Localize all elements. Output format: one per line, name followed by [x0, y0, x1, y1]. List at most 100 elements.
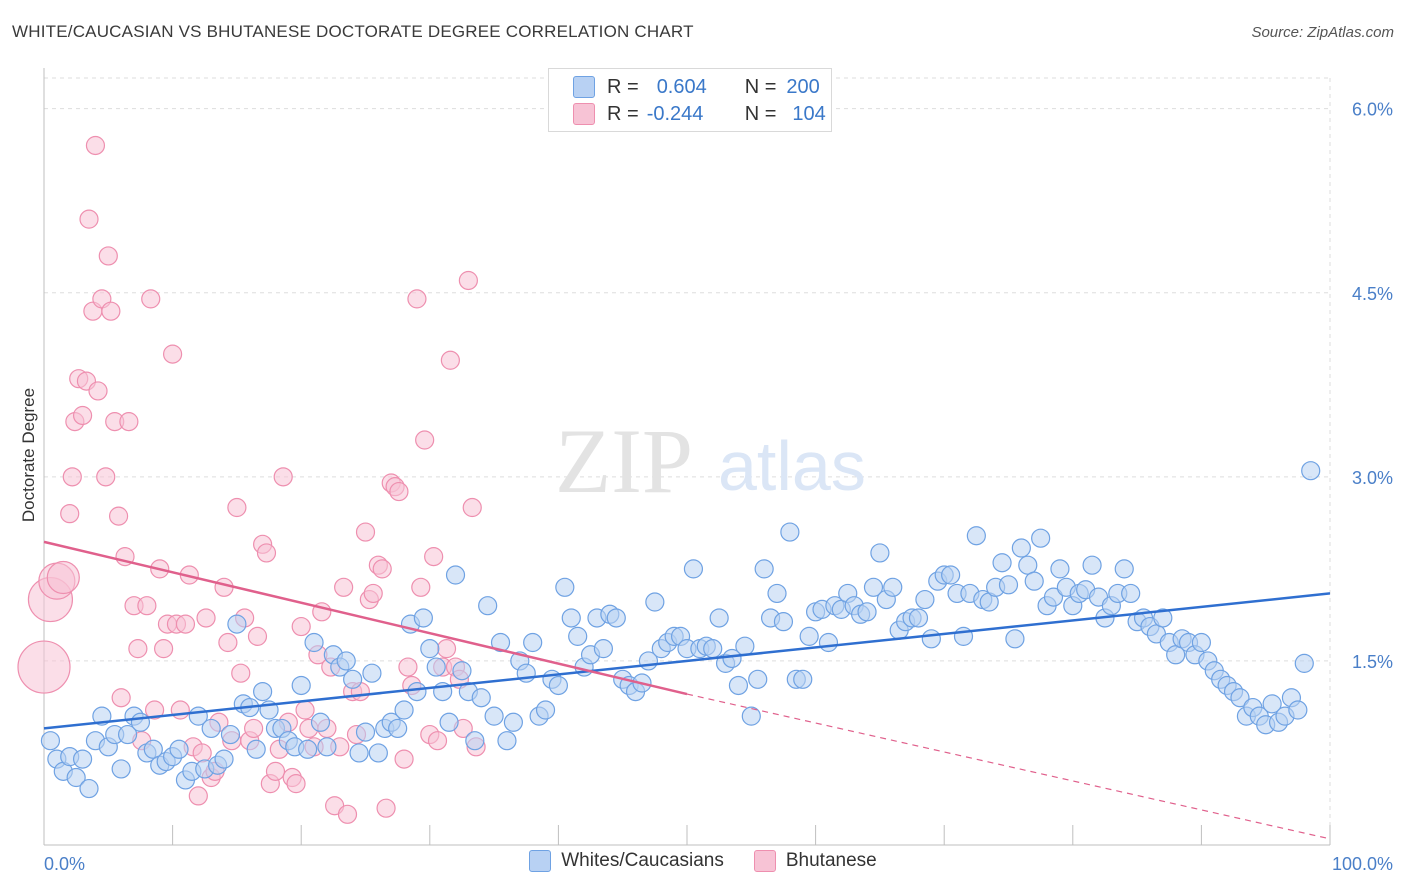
white-point	[1294, 653, 1314, 673]
bhutanese-point	[462, 497, 482, 518]
n-value: 104	[792, 102, 826, 125]
white-point	[1011, 538, 1031, 558]
white-point	[362, 663, 382, 683]
bhutanese-point	[247, 626, 268, 646]
white-point	[741, 706, 761, 726]
white-point	[111, 759, 131, 779]
white-point	[780, 522, 800, 542]
white-point	[921, 629, 941, 649]
white-point	[1153, 608, 1173, 628]
trend-lines	[43, 540, 1331, 840]
white-swatch	[529, 850, 552, 872]
stats-row-bhutanese: R = -0.244 N = 104	[573, 101, 826, 127]
bhutanese-point	[389, 481, 409, 502]
white-point	[336, 651, 356, 671]
white-point	[478, 596, 498, 616]
white-point	[130, 712, 151, 732]
bhutanese-point	[88, 381, 108, 401]
bhutanese-point	[363, 583, 383, 604]
bhutanese-point	[334, 577, 354, 597]
bhutanese-point	[376, 798, 396, 818]
white-point	[317, 737, 337, 757]
bhutanese-point	[227, 497, 247, 518]
white-point	[1262, 694, 1282, 714]
y-tick-label: 6.0%	[1352, 100, 1393, 120]
white-point	[728, 675, 749, 696]
bhutanese-trend-line	[43, 540, 688, 696]
white-point	[748, 669, 768, 689]
white-point	[735, 636, 755, 656]
bhutanese-point	[196, 608, 216, 628]
r-label: R =	[607, 75, 639, 98]
bhutanese-point	[98, 246, 118, 266]
white-point	[465, 731, 485, 751]
bhutanese-point	[163, 344, 183, 364]
white-point	[915, 589, 935, 610]
white-point	[793, 669, 813, 689]
white-point	[503, 712, 523, 732]
bhutanese-point	[295, 700, 315, 720]
white-point	[40, 731, 61, 751]
white-point	[79, 778, 99, 799]
legend-item-bhutanese[interactable]: Bhutanese	[753, 850, 877, 872]
bhutanese-point	[119, 412, 139, 432]
bhutanese-point	[415, 430, 435, 450]
bhutanese-points	[17, 135, 486, 824]
white-point	[355, 722, 376, 742]
white-point	[227, 614, 247, 634]
bhutanese-point	[101, 301, 121, 321]
white-point	[606, 608, 626, 628]
white-point	[754, 559, 774, 579]
white-point	[722, 648, 742, 669]
white-point	[413, 608, 433, 628]
white-point	[703, 639, 723, 659]
white-point	[291, 675, 311, 696]
white-point	[1005, 629, 1025, 649]
bhutanese-point	[192, 743, 212, 763]
bhutanese-swatch	[573, 103, 595, 125]
white-point	[1191, 632, 1212, 653]
bhutanese-point	[265, 761, 286, 781]
white-point	[66, 767, 86, 788]
white-point	[857, 602, 877, 622]
series-legend: Whites/Caucasians Bhutanese	[0, 850, 1406, 872]
chart-title: WHITE/CAUCASIAN VS BHUTANESE DOCTORATE D…	[12, 22, 694, 41]
white-point	[1043, 587, 1064, 607]
bhutanese-point	[458, 270, 478, 291]
white-point	[992, 553, 1012, 573]
bhutanese-point	[60, 504, 80, 524]
bhutanese-point	[256, 543, 277, 563]
white-point	[1301, 461, 1321, 481]
white-point	[220, 724, 241, 745]
white-point	[773, 612, 794, 632]
bhutanese-point	[411, 577, 431, 597]
bhutanese-point	[96, 467, 116, 487]
white-point	[535, 700, 556, 720]
white-point	[420, 639, 440, 659]
legend-item-white[interactable]: Whites/Caucasians	[529, 850, 724, 872]
bhutanese-point	[355, 522, 376, 542]
white-point	[1230, 688, 1250, 708]
bhutanese-point	[286, 774, 306, 794]
white-point	[709, 608, 729, 628]
bhutanese-point	[62, 467, 82, 487]
white-point	[548, 675, 569, 696]
white-point	[72, 749, 93, 769]
white-point	[966, 526, 986, 546]
white-point	[246, 739, 266, 759]
white-point	[343, 669, 363, 689]
bhutanese-point	[427, 731, 448, 751]
white-point	[310, 712, 331, 732]
white-point	[870, 543, 890, 563]
white-point	[201, 718, 221, 739]
stats-row-white: R = 0.604 N = 200	[573, 74, 820, 100]
white-point	[998, 575, 1019, 595]
bhutanese-point	[218, 632, 238, 653]
bhutanese-point	[372, 559, 392, 579]
white-point	[523, 632, 543, 653]
white-point	[645, 592, 665, 612]
axes	[43, 68, 1331, 846]
bhutanese-trend-extension	[686, 693, 1331, 840]
x-tick-label: 100.0%	[1332, 854, 1393, 874]
